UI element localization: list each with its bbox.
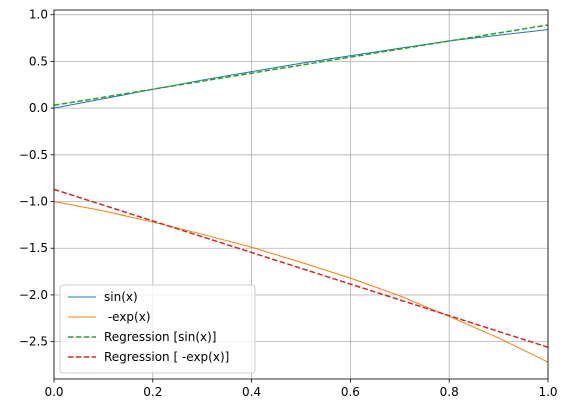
x-tick-label: 0.0 xyxy=(44,385,63,399)
series-line-1 xyxy=(53,201,549,363)
x-tick-label: 0.6 xyxy=(341,385,360,399)
legend-label-1: -exp(x) xyxy=(104,310,151,324)
x-tick-label: 0.2 xyxy=(143,385,162,399)
y-tick-label: −1.5 xyxy=(19,241,48,255)
y-tick-label: −2.0 xyxy=(19,288,48,302)
x-tick-label: 1.0 xyxy=(538,385,557,399)
series-line-2 xyxy=(53,24,549,107)
y-tick-label: 0.0 xyxy=(29,101,48,115)
legend-box xyxy=(59,284,256,374)
legend-label-3: Regression [ -exp(x)] xyxy=(104,350,229,364)
x-tick-label: 0.4 xyxy=(242,385,261,399)
legend-label-2: Regression [sin(x)] xyxy=(104,330,216,344)
x-tick-label: 0.8 xyxy=(440,385,459,399)
y-tick-label: −1.0 xyxy=(19,195,48,209)
legend-label-0: sin(x) xyxy=(104,290,138,304)
y-tick-label: −0.5 xyxy=(19,148,48,162)
y-tick-label: 1.0 xyxy=(29,8,48,22)
y-tick-label: 0.5 xyxy=(29,54,48,68)
y-tick-label: −2.5 xyxy=(19,335,48,349)
axes-frame xyxy=(53,9,549,380)
